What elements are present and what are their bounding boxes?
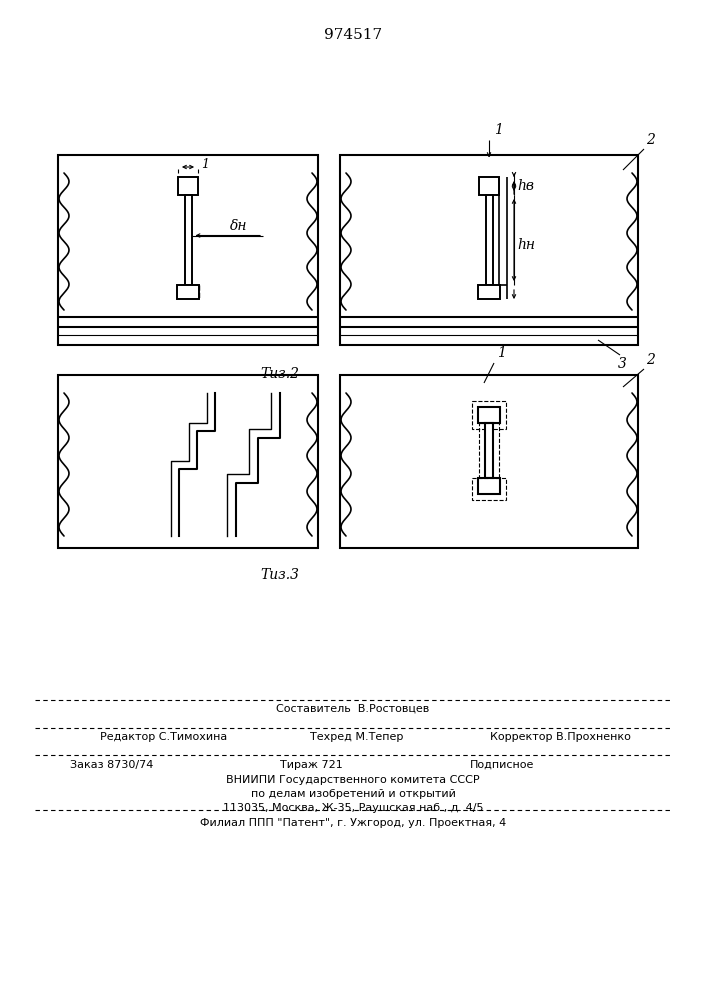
Text: Τиз.2: Τиз.2 xyxy=(260,367,300,381)
Text: hв: hв xyxy=(517,179,534,193)
Text: 3: 3 xyxy=(618,357,627,371)
Bar xyxy=(478,478,500,494)
Bar xyxy=(479,177,499,195)
Text: Тираж 721: Тираж 721 xyxy=(280,760,343,770)
Bar xyxy=(177,285,199,299)
Bar xyxy=(185,195,192,285)
Text: Заказ 8730/74: Заказ 8730/74 xyxy=(70,760,153,770)
Text: по делам изобретений и открытий: по делам изобретений и открытий xyxy=(250,789,455,799)
Text: Корректор В.Прохненко: Корректор В.Прохненко xyxy=(490,732,631,742)
Bar xyxy=(340,155,638,345)
Bar xyxy=(478,285,500,299)
Text: Редактор С.Тимохина: Редактор С.Тимохина xyxy=(100,732,227,742)
Text: 1: 1 xyxy=(494,123,503,137)
Text: 113035, Москва, Ж-35, Раушская наб., д. 4/5: 113035, Москва, Ж-35, Раушская наб., д. … xyxy=(223,803,484,813)
Bar xyxy=(58,375,318,548)
Bar xyxy=(472,478,506,500)
Bar xyxy=(478,407,500,423)
Text: Подписное: Подписное xyxy=(470,760,534,770)
Bar xyxy=(479,423,499,478)
Bar xyxy=(472,401,506,429)
Text: Τиз.3: Τиз.3 xyxy=(260,568,300,582)
Text: 2: 2 xyxy=(646,353,655,367)
Text: ВНИИПИ Государственного комитета СССР: ВНИИПИ Государственного комитета СССР xyxy=(226,775,480,785)
Text: hн: hн xyxy=(517,238,535,252)
Text: Филиал ППП "Патент", г. Ужгород, ул. Проектная, 4: Филиал ППП "Патент", г. Ужгород, ул. Про… xyxy=(200,818,506,828)
Text: Составитель  В.Ростовцев: Составитель В.Ростовцев xyxy=(276,704,430,714)
Text: 1: 1 xyxy=(497,346,506,360)
Bar xyxy=(340,375,638,548)
Text: Техред М.Тепер: Техред М.Тепер xyxy=(310,732,404,742)
Text: 974517: 974517 xyxy=(324,28,382,42)
Text: 2: 2 xyxy=(646,133,655,147)
Text: δн: δн xyxy=(230,220,247,233)
Bar xyxy=(178,177,198,195)
Bar xyxy=(486,195,493,285)
Bar xyxy=(485,423,493,478)
Text: 1: 1 xyxy=(201,157,209,170)
Bar xyxy=(58,155,318,345)
